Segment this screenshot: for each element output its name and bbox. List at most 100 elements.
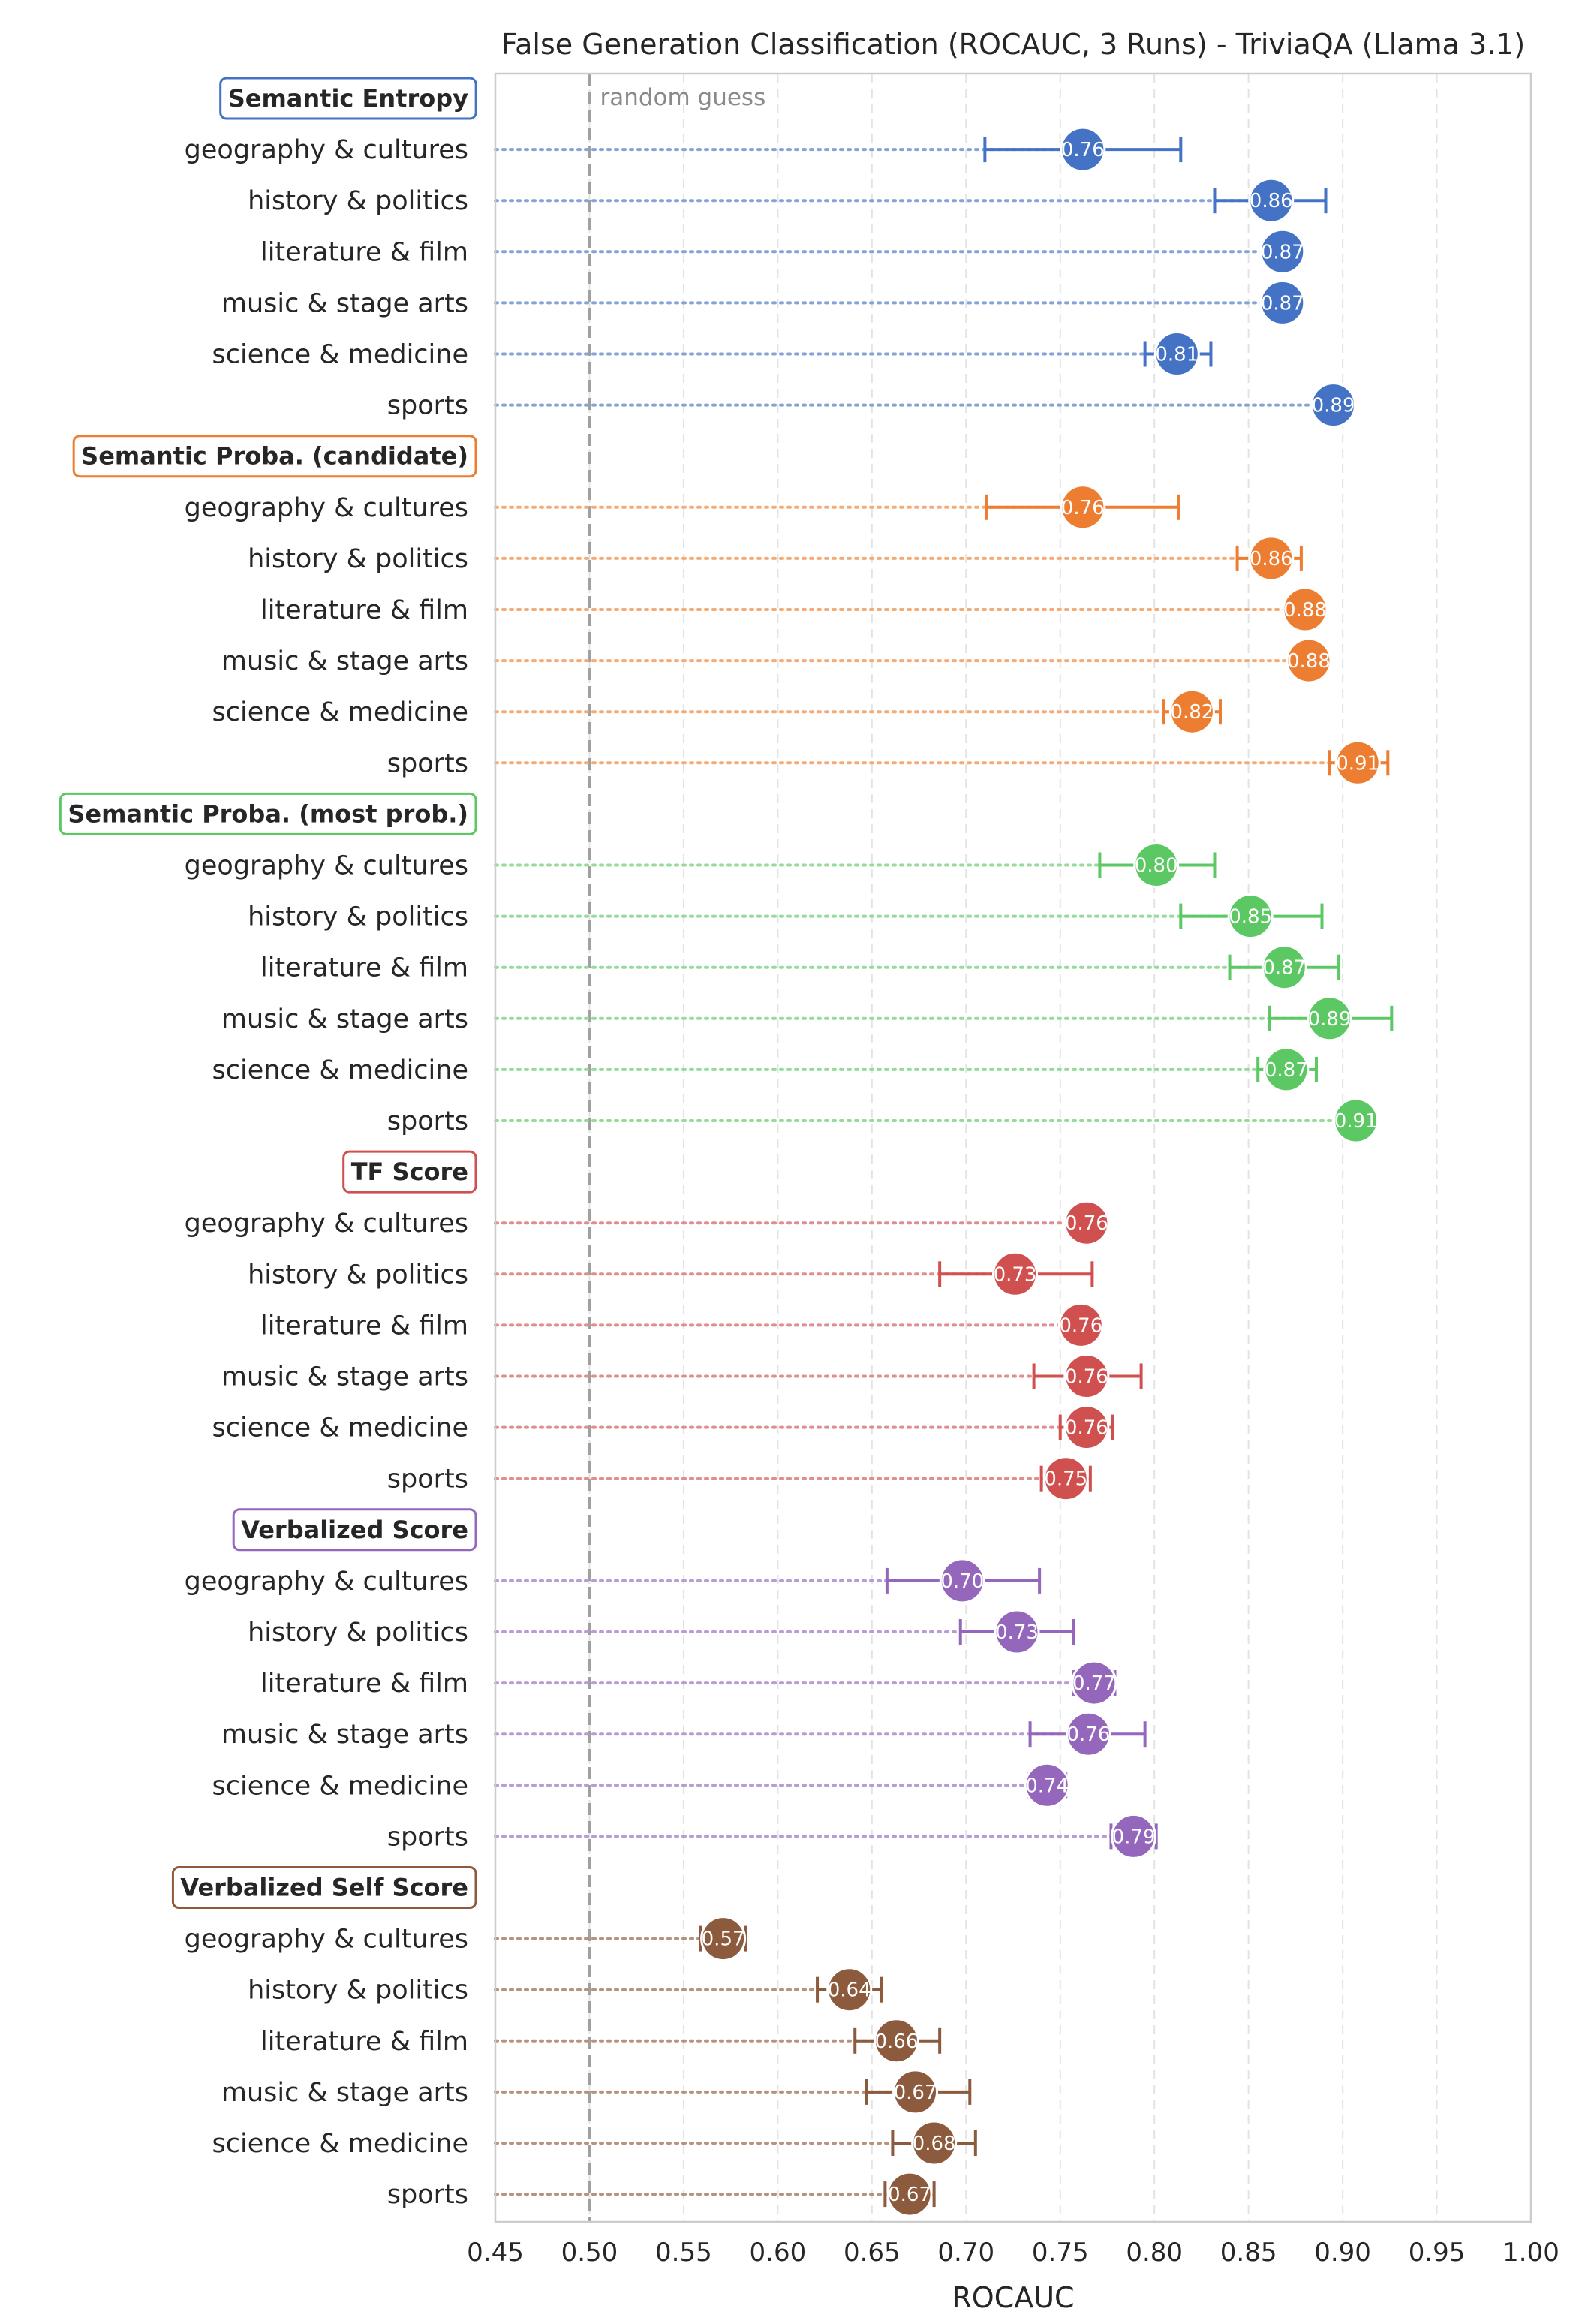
data-label: 0.76	[1065, 1212, 1108, 1235]
data-label: 0.77	[1072, 1672, 1116, 1695]
category-label: history & politics	[248, 1976, 468, 2006]
data-label: 0.81	[1155, 344, 1199, 366]
data-point	[1060, 126, 1106, 173]
grid-lines	[588, 74, 1438, 2222]
category-label: geography & cultures	[185, 1567, 468, 1597]
x-tick-label: 0.85	[1220, 2238, 1277, 2268]
data-point	[1248, 177, 1295, 224]
data-point	[1168, 688, 1215, 735]
category-label: science & medicine	[212, 2129, 469, 2159]
data-label: 0.88	[1283, 599, 1327, 622]
group-header: TF Score	[342, 1150, 477, 1194]
category-label: history & politics	[248, 1618, 468, 1648]
data-point	[1310, 382, 1357, 429]
data-label: 0.73	[995, 1621, 1039, 1644]
category-label: science & medicine	[212, 1771, 469, 1801]
group-header-box	[232, 1508, 477, 1552]
data-label: 0.85	[1229, 906, 1272, 929]
data-point	[1259, 279, 1306, 326]
data-label: 0.91	[1334, 1110, 1378, 1133]
x-tick-label: 0.90	[1314, 2238, 1371, 2268]
group-header: Semantic Proba. (candidate)	[72, 435, 477, 478]
group-header-box	[59, 792, 477, 835]
data-label: 0.68	[913, 2133, 956, 2155]
group-header-box	[219, 77, 477, 120]
category-label: geography & cultures	[185, 1925, 468, 1955]
category-label: literature & film	[260, 953, 468, 983]
data-label: 0.79	[1112, 1826, 1156, 1848]
category-label: literature & film	[260, 1669, 468, 1699]
category-label: geography & cultures	[185, 1209, 468, 1239]
data-label: 0.86	[1250, 190, 1293, 212]
category-label: science & medicine	[212, 697, 469, 727]
category-label: literature & film	[260, 237, 468, 267]
data-label: 0.70	[940, 1570, 984, 1593]
category-label: music & stage arts	[221, 2078, 468, 2108]
data-label: 0.67	[894, 2082, 937, 2104]
data-label: 0.76	[1066, 1723, 1110, 1746]
data-point	[1153, 331, 1200, 377]
category-label: history & politics	[248, 902, 468, 932]
data-label: 0.87	[1265, 1059, 1308, 1082]
category-label: history & politics	[248, 186, 468, 216]
group-header-label: Semantic Proba. (most prob.)	[68, 799, 468, 828]
group-header-box	[342, 1150, 477, 1194]
data-label: 0.91	[1336, 752, 1379, 775]
category-label: literature & film	[260, 1311, 468, 1341]
category-label: history & politics	[248, 544, 468, 574]
category-label: music & stage arts	[221, 1362, 468, 1392]
data-point	[939, 1558, 985, 1604]
category-label: history & politics	[248, 1260, 468, 1290]
x-axis-ticks: 0.45 0.50 0.55 0.60 0.65 0.70 0.75 0.80 0.85 0.90…	[467, 2238, 1559, 2268]
data-label: 0.64	[828, 1979, 871, 2002]
x-tick-label: 0.45	[467, 2238, 524, 2268]
x-tick-label: 0.55	[655, 2238, 712, 2268]
data-label: 0.87	[1261, 241, 1304, 263]
data-point	[1065, 1711, 1111, 1757]
data-point	[1333, 1097, 1379, 1144]
group-header: Verbalized Score	[232, 1508, 477, 1552]
category-label: science & medicine	[212, 1413, 469, 1443]
data-label: 0.80	[1135, 855, 1178, 878]
group-header: Verbalized Self Score	[171, 1866, 477, 1909]
x-axis-title: ROCAUC	[952, 2281, 1074, 2314]
group-header-box	[72, 435, 477, 478]
category-label: music & stage arts	[221, 1004, 468, 1034]
data-point	[892, 2069, 939, 2115]
data-point	[1057, 1302, 1104, 1348]
x-tick-label: 0.50	[561, 2238, 618, 2268]
x-tick-label: 0.65	[844, 2238, 901, 2268]
group-header-label: Verbalized Score	[241, 1516, 468, 1544]
category-label: science & medicine	[212, 1055, 469, 1085]
data-point	[1307, 995, 1353, 1042]
random-guess-label: random guess	[600, 84, 765, 111]
category-label: music & stage arts	[221, 646, 468, 676]
x-tick-label: 1.00	[1502, 2238, 1559, 2268]
group-header-label: Semantic Entropy	[228, 84, 468, 113]
group-header-label: Verbalized Self Score	[180, 1874, 468, 1902]
category-label: sports	[387, 391, 468, 421]
group-header: Semantic Proba. (most prob.)	[59, 792, 477, 835]
category-label: music & stage arts	[221, 288, 468, 318]
category-label: sports	[387, 1106, 468, 1136]
data-point	[1334, 739, 1381, 786]
data-point	[1133, 842, 1180, 888]
data-point	[1248, 535, 1295, 582]
data-point	[1263, 1046, 1310, 1093]
category-label: sports	[387, 1465, 468, 1495]
data-label: 0.89	[1308, 1008, 1352, 1031]
data-point	[992, 1251, 1039, 1297]
data-label: 0.76	[1059, 1314, 1102, 1337]
plot-frame	[494, 72, 1532, 2223]
data-label: 0.86	[1250, 548, 1293, 570]
chart-title: False Generation Classification (ROCAUC,…	[501, 28, 1525, 61]
x-tick-label: 0.95	[1409, 2238, 1466, 2268]
x-tick-label: 0.60	[750, 2238, 807, 2268]
x-tick-label: 0.75	[1032, 2238, 1089, 2268]
data-point	[1286, 637, 1332, 684]
data-point	[1063, 1353, 1110, 1399]
category-label: sports	[387, 1822, 468, 1852]
data-point	[1024, 1762, 1070, 1808]
data-label: 0.76	[1061, 497, 1105, 519]
